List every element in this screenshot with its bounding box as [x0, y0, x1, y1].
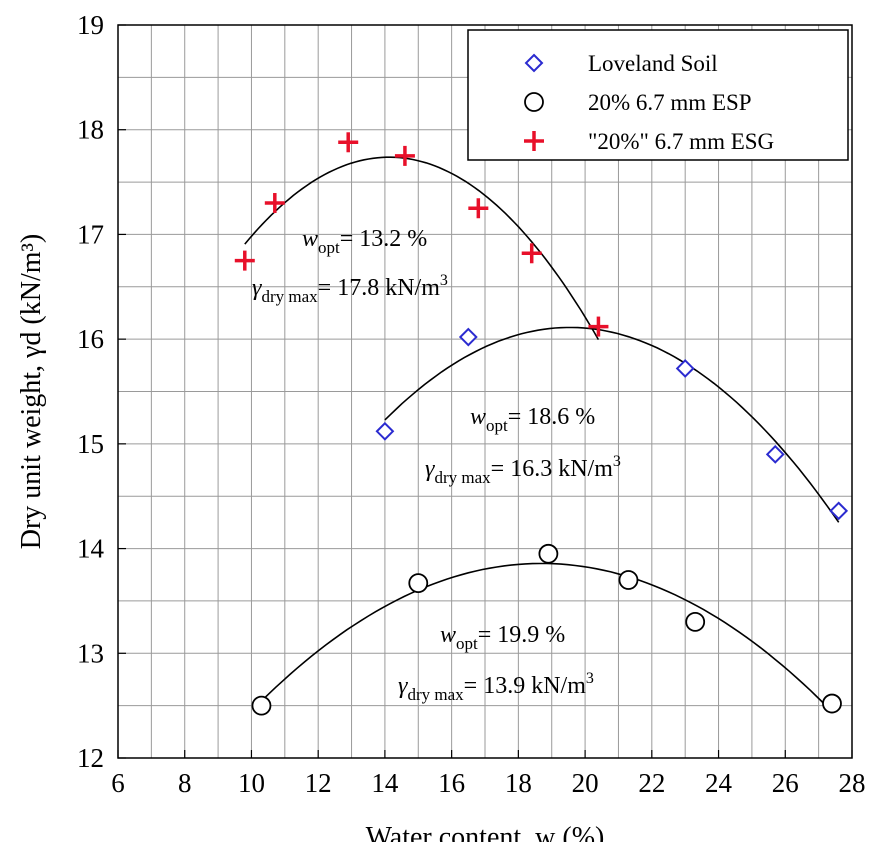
x-axis-label: Water content, w (%): [366, 822, 605, 842]
data-point-s3-p6: [521, 243, 542, 264]
data-point-s1-p1: [375, 421, 395, 441]
y-tick-label: 18: [77, 115, 104, 145]
legend-marker-2: [524, 92, 544, 112]
data-point-s2-p1: [251, 695, 272, 716]
fit-curve-3: [244, 156, 600, 340]
y-axis-label: Dry unit weight, γd (kN/m³): [16, 234, 47, 550]
y-tick-label: 14: [77, 534, 105, 564]
data-point-s2-p6: [822, 693, 842, 714]
annotation-wopt-3: wopt= 19.9 %: [440, 622, 565, 653]
data-point-s2-p5: [685, 611, 706, 632]
x-tick-label: 24: [705, 768, 733, 798]
data-point-s3-p4: [394, 145, 415, 166]
x-tick-label: 14: [371, 768, 399, 798]
x-tick-label: 16: [438, 768, 465, 798]
plot-frame: [117, 24, 853, 759]
data-point-s1-p3: [675, 359, 695, 378]
data-point-s2-p2: [408, 573, 429, 594]
data-point-s1-p5: [829, 501, 849, 521]
annotation-gdry-3: γdry max= 13.9 kN/m3: [398, 670, 594, 704]
annotation-wopt-1: wopt= 13.2 %: [302, 226, 427, 257]
data-point-s3-p1: [234, 250, 255, 271]
data-point-s2-p4: [618, 570, 639, 590]
x-tick-label: 22: [638, 768, 665, 798]
x-tick-label: 20: [572, 768, 599, 798]
y-tick-label: 15: [77, 429, 104, 459]
legend-label-3: "20%" 6.7 mm ESG: [588, 129, 774, 154]
y-tick-label: 17: [77, 219, 104, 249]
data-point-s3-p7: [588, 316, 609, 337]
annotation-gdry-1: γdry max= 17.8 kN/m3: [252, 272, 448, 306]
fit-curve-1: [384, 326, 840, 523]
legend-label-1: Loveland Soil: [588, 51, 718, 76]
data-point-s2-p3: [538, 543, 559, 564]
legend: Loveland Soil 20% 6.7 mm ESP "20%" 6.7 mm …: [467, 29, 849, 161]
legend-marker-1: [524, 53, 544, 73]
x-tick-label: 6: [111, 768, 125, 798]
x-tick-label: 18: [505, 768, 532, 798]
y-tick-label: 13: [77, 638, 104, 668]
x-tick-label: 26: [772, 768, 799, 798]
x-tick-label: 12: [305, 768, 332, 798]
data-point-s1-p4: [765, 444, 785, 464]
data-point-s3-p5: [468, 198, 489, 219]
data-point-s1-p2: [458, 327, 478, 347]
y-tick-label: 16: [77, 324, 104, 354]
annotation-gdry-2: γdry max= 16.3 kN/m3: [425, 453, 621, 487]
annotation-wopt-2: wopt= 18.6 %: [470, 404, 595, 435]
y-tick-label: 19: [77, 10, 104, 40]
x-tick-label: 10: [238, 768, 265, 798]
x-tick-label: 8: [178, 768, 192, 798]
legend-label-2: 20% 6.7 mm ESP: [588, 90, 752, 115]
data-point-s3-p3: [338, 132, 359, 153]
y-tick-label: 12: [77, 743, 104, 773]
x-tick-label: 28: [839, 768, 866, 798]
data-point-s3-p2: [264, 193, 285, 214]
legend-marker-3: [524, 131, 544, 151]
